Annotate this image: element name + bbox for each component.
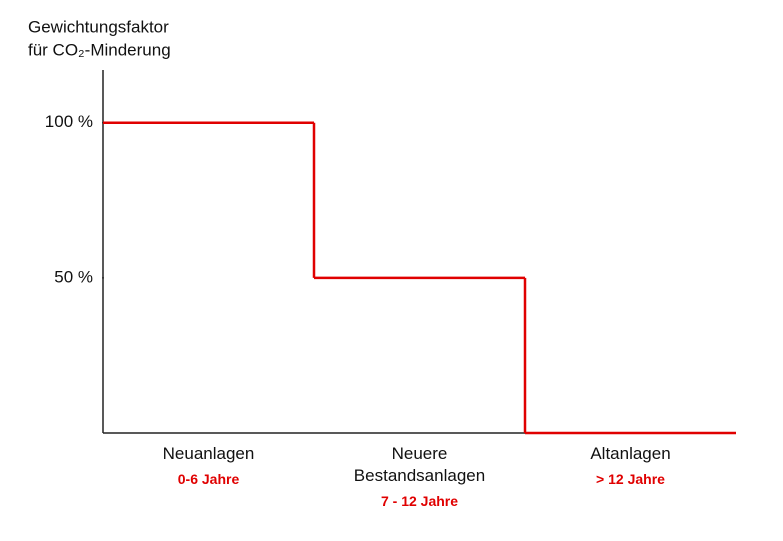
y-axis-label: für CO₂-Minderung bbox=[28, 40, 171, 59]
x-category: Neuanlagen 0-6 Jahre bbox=[124, 443, 294, 487]
y-tick-label: 50 % bbox=[54, 267, 93, 286]
x-tick-label: Neuanlagen bbox=[162, 444, 255, 463]
y-tick-label: 100 % bbox=[45, 112, 93, 131]
x-tick-label: Altanlagen bbox=[590, 444, 671, 463]
x-sub-label: > 12 Jahre bbox=[596, 471, 665, 487]
x-category: Neuere Bestandsanlagen 7 - 12 Jahre bbox=[335, 443, 505, 509]
x-sub-label: 0-6 Jahre bbox=[177, 471, 240, 487]
x-sub-label: 7 - 12 Jahre bbox=[380, 493, 459, 509]
x-tick-label: Neuere Bestandsanlagen bbox=[353, 444, 486, 485]
y-axis-label: Gewichtungsfaktor bbox=[28, 17, 169, 36]
x-category: Altanlagen > 12 Jahre bbox=[546, 443, 716, 487]
